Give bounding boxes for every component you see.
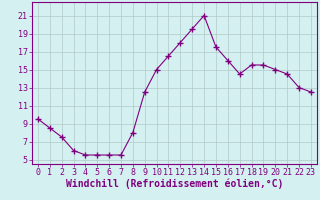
X-axis label: Windchill (Refroidissement éolien,°C): Windchill (Refroidissement éolien,°C) [66,179,283,189]
